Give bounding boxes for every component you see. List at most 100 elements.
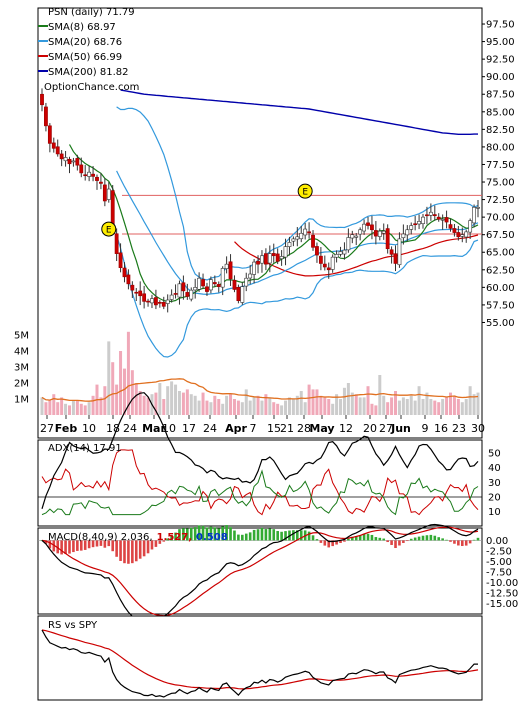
volume-bar [256, 395, 260, 415]
candle-body-down [181, 282, 186, 292]
macd-histogram-bar [402, 540, 405, 543]
candle-body-up [279, 256, 284, 260]
adx-tick-label: 30 [488, 478, 501, 489]
date-tick-label: 24 [203, 422, 217, 435]
candle [47, 123, 52, 153]
candle-body-up [197, 277, 202, 290]
legend-sma200: SMA(200) 81.82 [48, 67, 129, 78]
candle [428, 203, 433, 221]
volume-bar [189, 394, 193, 415]
volume-bar [193, 395, 197, 415]
candle [307, 222, 311, 239]
volume-bar [350, 392, 354, 415]
candle-body-up [421, 216, 425, 224]
candle-body-up [193, 287, 198, 291]
price-tick-label: 90.00 [486, 72, 515, 83]
candle [436, 213, 441, 222]
candle [173, 284, 178, 299]
candle-body-down [205, 286, 209, 292]
candle [228, 254, 233, 286]
volume-bar [67, 405, 71, 415]
candle-body-up [283, 246, 288, 258]
candle-body-down [212, 282, 217, 285]
candle-body-up [260, 255, 264, 264]
date-tick-label: 27 [40, 422, 54, 435]
macd-histogram-bar [221, 526, 224, 541]
candle-body-down [134, 291, 139, 294]
macd-histogram-bar [390, 540, 393, 545]
ticker-label: PSN (daily) 71.79 [48, 7, 135, 18]
candle-body-down [271, 253, 276, 257]
volume-bar [413, 400, 417, 415]
candle [417, 214, 421, 230]
macd-histogram-bar [52, 540, 56, 552]
watermark: OptionChance.com [44, 82, 139, 93]
macd-histogram-bar [409, 538, 413, 541]
volume-bar [409, 395, 413, 415]
volume-bar [252, 397, 256, 415]
volume-bar [366, 386, 370, 415]
candle-body-up [291, 238, 296, 242]
price-tick-label: 87.50 [486, 90, 515, 101]
macd-histogram-bar [358, 534, 362, 541]
volume-bar [115, 384, 119, 415]
volume-bar [177, 391, 181, 415]
macd-histogram-bar [182, 528, 185, 541]
candle [350, 230, 355, 244]
candle [130, 281, 135, 299]
candle-body-up [417, 221, 421, 225]
macd-histogram-bar [468, 540, 472, 544]
candle [334, 250, 339, 263]
candle-body-up [409, 225, 414, 230]
candle-body-up [350, 234, 355, 239]
macd-histogram-bar [284, 531, 287, 541]
candle [366, 216, 370, 230]
macd-panel: 0.00-2.50-5.00-7.50-10.00-12.50-15.00 MA… [37, 523, 518, 623]
candle [311, 230, 315, 251]
price-axis: 97.50 95.00 92.50 90.00 87.50 85.00 82.50 80.00… [482, 20, 515, 329]
candle [425, 206, 429, 225]
candle-body-down [393, 253, 398, 264]
candle [393, 245, 398, 272]
price-tick-label: 55.00 [486, 318, 515, 329]
macd-histogram-bar [413, 537, 417, 541]
macd-histogram-bar [209, 526, 213, 541]
candle-body-down [263, 253, 268, 265]
volume-bar [44, 402, 48, 415]
sma20-line [116, 170, 479, 296]
candle-body-up [177, 283, 182, 298]
candle-body-down [185, 292, 190, 297]
candle [212, 275, 217, 287]
macd-histogram-bar [464, 540, 468, 546]
candle-body-down [102, 184, 107, 202]
adx-tick-label: 10 [488, 507, 501, 518]
volume-bar [303, 402, 307, 415]
candle-body-down [142, 293, 147, 302]
macd-histogram-bar [299, 530, 303, 541]
price-tick-label: 82.50 [486, 125, 515, 136]
candle-body-up [240, 286, 245, 303]
price-tick-label: 77.50 [486, 160, 515, 171]
candle [99, 173, 103, 190]
volume-bar [315, 389, 319, 415]
macd-tick-label: 0.00 [486, 536, 508, 547]
macd-histogram-bar [217, 528, 221, 541]
volume-tick-label: 2M [14, 379, 29, 390]
candle [440, 214, 445, 230]
candle [177, 280, 182, 305]
candle [354, 233, 359, 246]
volume-bar [64, 403, 68, 415]
macd-histogram-bar [79, 540, 83, 551]
candle [432, 205, 437, 221]
legend-sma20: SMA(20) 68.76 [48, 37, 122, 48]
candle [409, 222, 414, 235]
candle [373, 221, 378, 245]
candle [240, 282, 245, 305]
candle [106, 181, 111, 203]
candle-body-up [220, 268, 225, 288]
volume-bar [229, 394, 233, 415]
volume-bar [378, 375, 382, 415]
volume-bar [174, 384, 178, 415]
rs-panel: RS vs SPY [37, 615, 483, 701]
macd-histogram-bar [229, 527, 232, 541]
